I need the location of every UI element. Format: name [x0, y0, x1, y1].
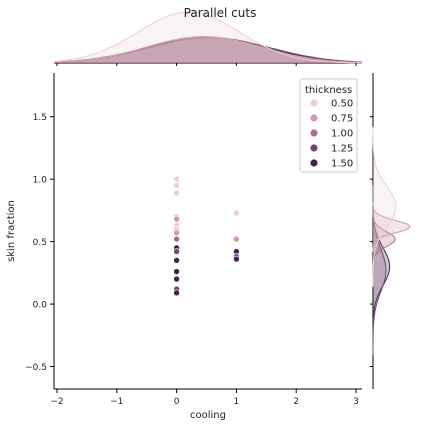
legend-title: thickness — [305, 85, 352, 96]
chart-title: Parallel cuts — [184, 6, 257, 20]
scatter-point — [173, 175, 180, 183]
scatter-point — [173, 248, 180, 255]
main-axes — [53, 73, 362, 390]
x-tick-label: −1 — [110, 397, 123, 407]
marginal-x-kde-fill — [54, 36, 362, 63]
y-axis-label: skin fraction — [6, 200, 17, 262]
marginal-x-kde-fill — [54, 12, 362, 63]
x-tick-label: 2 — [293, 397, 299, 407]
legend-marker — [310, 99, 318, 107]
legend-label: 1.25 — [331, 144, 353, 155]
y-tick-label: −0.5 — [25, 363, 47, 373]
marginal-y-kde-fill — [373, 209, 396, 270]
legend-entries: 0.50 0.75 1.00 1.25 1.50 — [310, 99, 353, 170]
x-tick-label: 0 — [174, 397, 180, 407]
marginal-y-kde-line — [372, 126, 397, 287]
scatter-point — [173, 289, 180, 297]
marginal-y-kde-fill — [373, 191, 390, 342]
scatter-point — [233, 209, 240, 217]
legend: thickness 0.50 0.75 1.00 1.25 1.50 — [299, 78, 358, 173]
y-tick-label: 1.5 — [33, 113, 47, 123]
scatter-point — [173, 275, 180, 283]
marginal-x-kde-fill — [54, 37, 362, 63]
scatter-point — [173, 268, 180, 275]
x-ticks: −2 −1 0 1 2 3 — [50, 63, 359, 407]
marginal-x-kde — [53, 11, 363, 64]
x-tick-label: −2 — [50, 397, 63, 407]
y-ticks: −0.5 0.0 0.5 1.0 1.5 — [25, 113, 373, 373]
scatter-point — [173, 257, 180, 264]
legend-marker — [310, 129, 318, 137]
marginal-y-kde-fill — [373, 201, 410, 252]
x-tick-label: 3 — [353, 397, 359, 407]
legend-label: 1.00 — [331, 129, 353, 140]
y-tick-label: 1.0 — [33, 176, 48, 186]
scatter-points — [173, 175, 240, 297]
scatter-point — [173, 215, 180, 223]
x-tick-label: 1 — [234, 397, 240, 407]
y-tick-label: 0.5 — [33, 238, 47, 248]
scatter-point — [233, 255, 240, 263]
legend-label: 0.75 — [331, 114, 353, 125]
x-axis-label: cooling — [190, 410, 226, 421]
marginal-y-kde-line — [372, 201, 411, 252]
marginal-x-kde-fill — [54, 37, 362, 63]
marginal-y-kde-fill — [373, 185, 386, 356]
legend-label: 0.50 — [331, 99, 353, 110]
marginal-x-kde-line — [53, 11, 362, 64]
scatter-point — [173, 235, 180, 243]
scatter-point — [233, 235, 240, 243]
scatter-point — [173, 189, 180, 197]
legend-marker — [310, 144, 318, 152]
y-tick-label: 0.0 — [33, 301, 48, 311]
scatter-point — [173, 229, 180, 237]
legend-marker — [310, 159, 318, 167]
scatter-point — [173, 182, 180, 189]
legend-label: 1.50 — [331, 159, 353, 170]
marginal-x-kde-fill — [54, 37, 362, 63]
marginal-y-kde — [372, 73, 411, 389]
legend-marker — [310, 114, 318, 122]
marginal-x-kde-line — [53, 36, 363, 63]
marginal-y-kde-fill — [373, 126, 396, 287]
